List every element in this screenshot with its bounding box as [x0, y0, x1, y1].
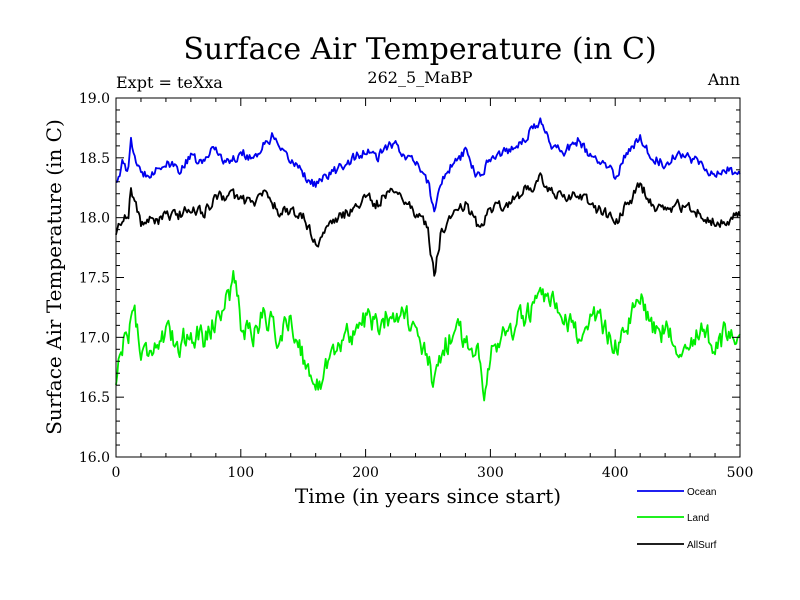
y-tick-label: 17.0	[79, 330, 110, 346]
y-tick-label: 16.0	[79, 450, 110, 466]
x-axis: 0 100 200 300 400 500	[112, 98, 754, 481]
season-label: Ann	[707, 70, 740, 89]
x-tick-label: 100	[227, 465, 254, 481]
x-axis-label: Time (in years since start)	[295, 484, 561, 508]
y-axis: 16.0 16.5 17.0 17.5 18.0 18.5 19.0	[79, 91, 740, 466]
y-tick-label: 18.5	[79, 151, 110, 167]
series-line-land	[115, 270, 741, 402]
x-tick-label: 400	[602, 465, 629, 481]
y-tick-label: 18.0	[79, 211, 110, 227]
legend-label-ocean: Ocean	[687, 487, 716, 498]
experiment-label: Expt = teXxa	[116, 73, 223, 92]
x-tick-label: 300	[477, 465, 504, 481]
y-tick-label: 16.5	[79, 390, 110, 406]
x-tick-label: 0	[112, 465, 121, 481]
x-tick-label: 500	[727, 465, 754, 481]
series-line-ocean	[115, 117, 741, 213]
legend-label-land: Land	[687, 513, 709, 524]
y-axis-label: Surface Air Temperature (in C)	[42, 119, 66, 435]
y-tick-label: 17.5	[79, 271, 110, 287]
legend: Ocean Land AllSurf	[637, 487, 717, 551]
y-tick-label: 19.0	[79, 91, 110, 107]
plot-lines	[115, 117, 741, 402]
legend-label-allsurf: AllSurf	[687, 540, 717, 551]
x-tick-label: 200	[352, 465, 379, 481]
chart-subtitle: 262_5_MaBP	[367, 68, 472, 87]
series-line-allsurf	[115, 172, 741, 277]
chart-title: Surface Air Temperature (in C)	[183, 32, 656, 67]
